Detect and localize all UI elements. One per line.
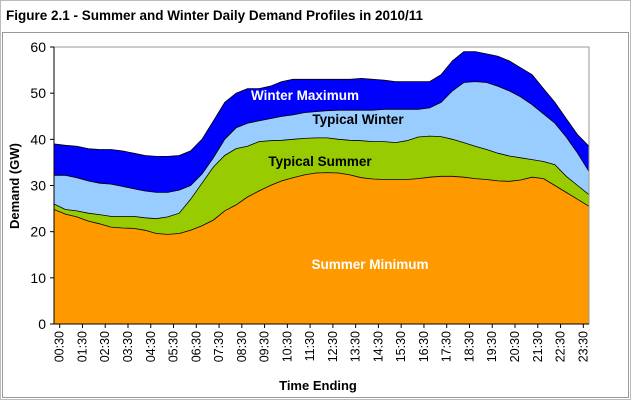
x-tick-label: 06:30 [189, 331, 203, 362]
x-tick-label: 20:30 [508, 331, 522, 362]
x-axis: 00:30 01:30 02:30 03:30 04:30 05:30 06:30 07:30… [53, 323, 590, 362]
y-tick-label: 0 [38, 316, 46, 332]
y-tick-label: 10 [30, 270, 46, 286]
area-summer-minimum [54, 172, 589, 324]
series-label-winter-maximum: Winter Maximum [251, 88, 359, 103]
x-tick-label: 09:30 [258, 331, 272, 362]
x-tick-label: 19:30 [485, 331, 499, 362]
x-tick-label: 22:30 [554, 331, 568, 362]
x-tick-label: 04:30 [144, 331, 158, 362]
x-tick-label: 03:30 [121, 331, 135, 362]
area-layers [53, 51, 590, 324]
y-tick-label: 40 [30, 131, 46, 147]
x-tick-label: 16:30 [417, 331, 431, 362]
x-tick-label: 07:30 [212, 331, 226, 362]
x-tick-label: 12:30 [326, 331, 340, 362]
series-label-typical-summer: Typical Summer [268, 154, 372, 169]
line-typical-winter [54, 81, 590, 193]
x-tick-label: 11:30 [303, 331, 317, 361]
y-tick-label: 50 [30, 85, 46, 101]
x-tick-label: 00:30 [53, 331, 67, 362]
y-axis: 0 10 20 30 40 50 60 [30, 39, 55, 332]
x-tick-label: 17:30 [440, 331, 454, 362]
x-tick-label: 21:30 [531, 331, 545, 362]
x-tick-label: 10:30 [280, 331, 294, 362]
x-tick-label: 01:30 [75, 331, 89, 362]
x-tick-label: 15:30 [394, 331, 408, 362]
y-tick-label: 60 [30, 39, 46, 55]
x-tick-label: 08:30 [235, 331, 249, 362]
line-summer-minimum [53, 172, 590, 235]
x-tick-label: 02:30 [98, 331, 112, 362]
y-tick-label: 30 [30, 178, 46, 194]
series-labels: Winter Maximum Typical Winter Typical Summ… [251, 88, 428, 272]
series-label-typical-winter: Typical Winter [312, 112, 404, 127]
x-tick-label: 05:30 [167, 331, 181, 362]
x-tick-label: 13:30 [349, 331, 363, 362]
line-winter-maximum [53, 51, 590, 157]
series-label-summer-minimum: Summer Minimum [311, 257, 428, 272]
x-tick-label: 23:30 [576, 331, 590, 362]
x-tick-label: 18:30 [462, 331, 476, 362]
x-axis-title: Time Ending [279, 378, 357, 393]
x-tick-label: 14:30 [371, 331, 385, 362]
y-tick-label: 20 [30, 224, 46, 240]
chart-title: Figure 2.1 - Summer and Winter Daily Dem… [6, 8, 424, 23]
line-typical-summer [53, 135, 590, 220]
y-axis-title: Demand (GW) [7, 143, 22, 229]
